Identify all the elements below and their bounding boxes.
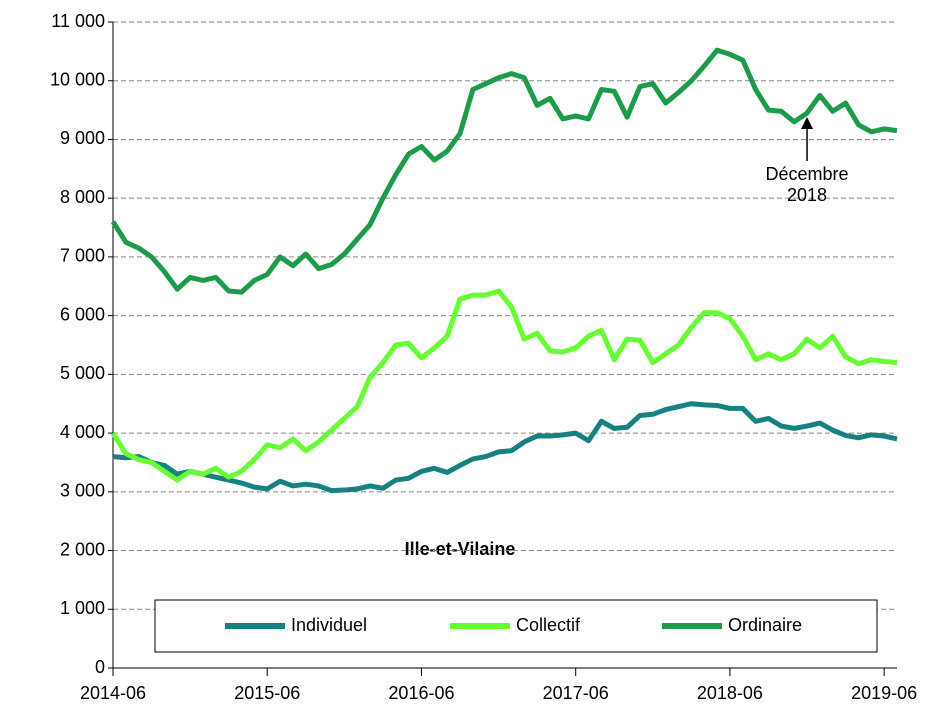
y-tick-label: 5 000	[60, 363, 105, 383]
y-tick-label: 3 000	[60, 481, 105, 501]
series-line	[112, 401, 898, 494]
x-tick-label: 2019-06	[851, 683, 917, 703]
series-line	[110, 47, 898, 295]
y-tick-label: 2 000	[60, 539, 105, 559]
y-tick-label: 8 000	[60, 187, 105, 207]
callout-label: 2018	[787, 185, 827, 205]
y-tick-label: 1 000	[60, 598, 105, 618]
y-tick-label: 11 000	[51, 11, 105, 31]
callout-arrowhead	[801, 117, 814, 130]
y-tick-label: 9 000	[60, 128, 105, 148]
y-tick-label: 10 000	[50, 69, 105, 89]
x-tick-label: 2014-06	[80, 683, 146, 703]
y-tick-label: 4 000	[60, 422, 105, 442]
x-tick-label: 2017-06	[543, 683, 609, 703]
callout-label: Décembre	[766, 164, 849, 184]
legend-label: Ordinaire	[728, 615, 802, 635]
x-tick-label: 2018-06	[697, 683, 763, 703]
series-line	[110, 288, 898, 483]
y-tick-label: 6 000	[60, 304, 105, 324]
legend-label: Individuel	[291, 615, 367, 635]
x-tick-label: 2016-06	[388, 683, 454, 703]
y-tick-label: 0	[95, 657, 105, 677]
chart-annotation: Ille-et-Vilaine	[405, 539, 516, 559]
x-tick-label: 2015-06	[234, 683, 300, 703]
legend-label: Collectif	[516, 615, 581, 635]
y-tick-label: 7 000	[60, 246, 105, 266]
